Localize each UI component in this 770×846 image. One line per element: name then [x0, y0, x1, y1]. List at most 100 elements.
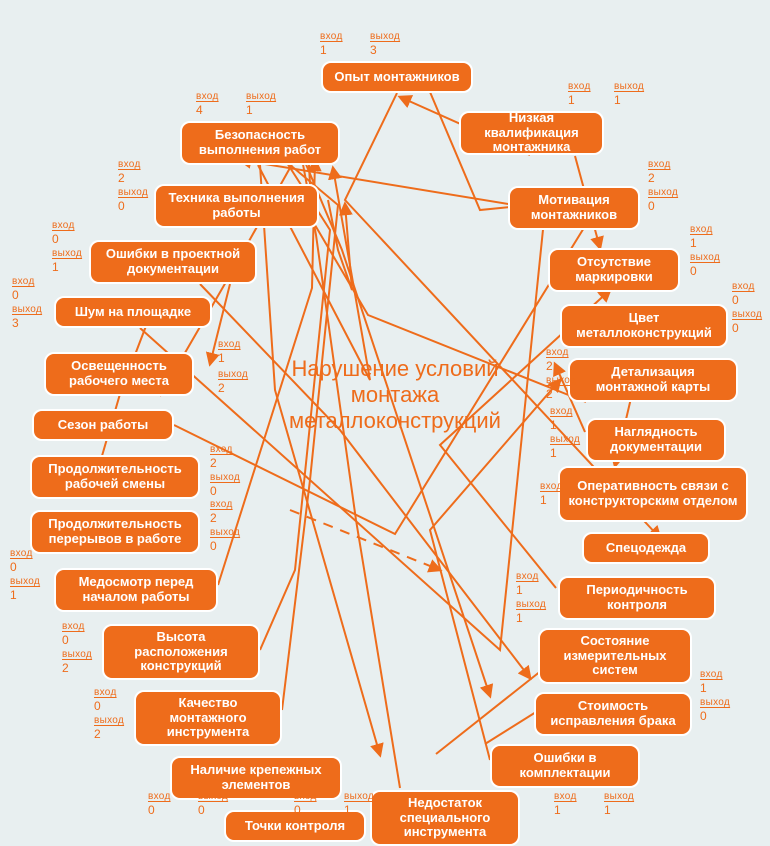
node-n7: Отсутствие маркировки [548, 248, 680, 292]
io-out-value: 2 [94, 728, 124, 741]
io-in-n19: вход1 [516, 572, 539, 596]
io-out-n16: выход0 [210, 528, 240, 552]
io-in-label: вход [94, 688, 117, 699]
io-in-label: вход [554, 792, 577, 803]
io-in-n20: вход0 [62, 622, 85, 646]
io-in-n10: вход1 [218, 340, 241, 364]
io-out-label: выход [118, 188, 148, 199]
io-in-value: 4 [196, 104, 219, 117]
io-out-n25: выход1 [604, 792, 634, 816]
node-n22: Качество монтажного инструмента [134, 690, 282, 746]
io-in-value: 1 [540, 494, 563, 507]
node-n25: Ошибки в комплектации [490, 744, 640, 788]
io-in-value: 0 [148, 804, 171, 817]
io-in-label: вход [732, 282, 755, 293]
io-in-label: вход [690, 225, 713, 236]
edge [260, 165, 380, 755]
io-out-label: выход [12, 305, 42, 316]
io-out-value: 1 [550, 447, 580, 460]
node-n17: Спецодежда [582, 532, 710, 564]
io-out-n20: выход2 [62, 650, 92, 674]
io-out-n14: выход0 [210, 473, 240, 497]
io-in-value: 2 [210, 512, 233, 525]
io-in-n23: вход1 [700, 670, 723, 694]
io-out-label: выход [10, 577, 40, 588]
io-out-label: выход [344, 792, 374, 803]
io-out-label: выход [614, 82, 644, 93]
node-n2: Безопасность выполнения работ [180, 121, 340, 165]
io-in-label: вход [540, 482, 563, 493]
io-out-value: 1 [10, 589, 40, 602]
io-out-n19: выход1 [516, 600, 546, 624]
io-out-value: 0 [210, 485, 240, 498]
node-n27: Недостаток специального инструмента [370, 790, 520, 846]
io-out-n2: выход1 [246, 92, 276, 116]
io-in-n14: вход2 [210, 445, 233, 469]
io-in-value: 1 [218, 352, 241, 365]
io-in-n2: вход4 [196, 92, 219, 116]
edge [328, 200, 352, 290]
node-n20: Высота расположения конструкций [102, 624, 260, 680]
io-out-label: выход [198, 792, 228, 803]
io-in-n13: вход1 [550, 407, 573, 431]
io-out-value: 2 [62, 662, 92, 675]
node-n8: Шум на площадке [54, 296, 212, 328]
io-out-value: 1 [516, 612, 546, 625]
io-out-label: выход [246, 92, 276, 103]
io-in-n18: вход0 [10, 549, 33, 573]
io-in-label: вход [210, 445, 233, 456]
io-in-value: 1 [516, 584, 539, 597]
io-out-n8: выход3 [12, 305, 42, 329]
io-out-value: 2 [218, 382, 248, 395]
node-n3: Низкая квалификация монтажника [459, 111, 604, 155]
io-in-n16: вход2 [210, 500, 233, 524]
center-title: Нарушение условий монтажа металлоконстру… [245, 340, 545, 450]
io-in-value: 1 [554, 804, 577, 817]
node-n16: Продолжительность перерывов в работе [30, 510, 200, 554]
io-in-label: вход [294, 792, 317, 803]
io-in-value: 2 [546, 360, 569, 373]
io-out-value: 0 [732, 322, 762, 335]
io-out-value: 0 [198, 804, 228, 817]
io-out-value: 1 [614, 94, 644, 107]
io-in-label: вход [10, 549, 33, 560]
io-in-n4: вход2 [118, 160, 141, 184]
io-out-value: 0 [118, 200, 148, 213]
io-out-value: 1 [52, 261, 82, 274]
io-out-label: выход [546, 376, 576, 387]
io-out-label: выход [732, 310, 762, 321]
node-n1: Опыт монтажников [321, 61, 473, 93]
node-n10: Освещенность рабочего места [44, 352, 194, 396]
io-out-label: выход [94, 716, 124, 727]
io-out-label: выход [52, 249, 82, 260]
io-out-n18: выход1 [10, 577, 40, 601]
io-in-value: 2 [118, 172, 141, 185]
io-in-value: 1 [550, 419, 573, 432]
io-out-label: выход [370, 32, 400, 43]
io-out-n1: выход3 [370, 32, 400, 56]
node-n18: Медосмотр перед началом работы [54, 568, 218, 612]
io-out-label: выход [210, 528, 240, 539]
node-n12: Сезон работы [32, 409, 174, 441]
io-in-value: 0 [52, 233, 75, 246]
io-in-value: 2 [648, 172, 671, 185]
io-out-n5: выход0 [648, 188, 678, 212]
node-n4: Техника выполнения работы [154, 184, 319, 228]
io-in-label: вход [148, 792, 171, 803]
node-n9: Цвет металлоконструкций [560, 304, 728, 348]
io-in-n3: вход1 [568, 82, 591, 106]
io-in-n8: вход0 [12, 277, 35, 301]
io-out-n9: выход0 [732, 310, 762, 334]
io-out-value: 0 [210, 540, 240, 553]
node-n6: Ошибки в проектной документации [89, 240, 257, 284]
io-in-label: вход [550, 407, 573, 418]
io-in-value: 0 [94, 700, 117, 713]
io-in-value: 1 [568, 94, 591, 107]
io-in-label: вход [12, 277, 35, 288]
edge [290, 510, 440, 570]
io-out-n27: выход1 [344, 792, 374, 816]
io-out-n11: выход2 [546, 376, 576, 400]
io-in-n26: вход0 [148, 792, 171, 816]
io-in-n11: вход2 [546, 348, 569, 372]
io-in-label: вход [700, 670, 723, 681]
